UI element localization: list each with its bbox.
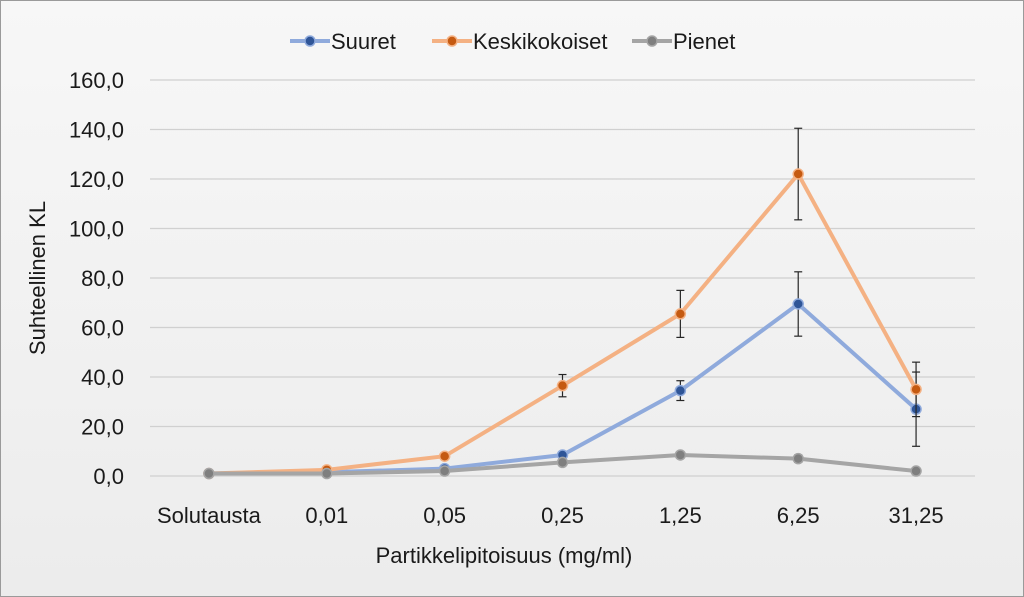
data-point	[438, 465, 451, 477]
series-group	[203, 127, 922, 480]
data-point	[321, 467, 333, 480]
y-tick-label: 160,0	[69, 68, 124, 93]
y-tick-label: 40,0	[81, 365, 124, 390]
data-point	[203, 467, 215, 480]
data-point	[674, 449, 687, 461]
x-tick-label: 0,01	[305, 503, 348, 528]
y-tick-label: 100,0	[69, 217, 124, 242]
legend-swatch-marker	[304, 35, 316, 47]
data-point	[556, 456, 569, 469]
x-tick-label: Solutausta	[157, 503, 262, 528]
x-tick-label: 6,25	[777, 503, 820, 528]
x-axis-title: Partikkelipitoisuus (mg/ml)	[376, 543, 633, 568]
data-point	[792, 168, 804, 180]
legend-label: Pienet	[673, 29, 735, 54]
data-point	[674, 384, 687, 397]
data-point	[792, 298, 804, 310]
y-tick-label: 0,0	[93, 464, 124, 489]
data-point	[674, 308, 687, 320]
x-tick-label: 1,25	[659, 503, 702, 528]
legend-label: Suuret	[331, 29, 396, 54]
gridlines	[150, 79, 975, 477]
y-axis-title: Suhteellinen KL	[25, 201, 50, 355]
data-point	[910, 465, 922, 477]
legend-item: Keskikokoiset	[432, 29, 608, 54]
data-point	[438, 450, 451, 462]
y-tick-label: 120,0	[69, 167, 124, 192]
data-point	[792, 452, 804, 465]
data-point	[556, 379, 569, 392]
y-tick-label: 20,0	[81, 415, 124, 440]
legend-item: Suuret	[290, 29, 396, 54]
y-tick-label: 60,0	[81, 316, 124, 341]
legend: Suuret Keskikokoiset Pienet	[290, 29, 735, 54]
x-tick-label: 31,25	[889, 503, 944, 528]
series-2	[203, 449, 922, 480]
x-tick-labels: Solutausta 0,01 0,05 0,25 1,25 6,25 31,25	[157, 503, 944, 528]
y-tick-label: 80,0	[81, 266, 124, 291]
legend-swatch-marker	[646, 35, 658, 47]
legend-item: Pienet	[632, 29, 735, 54]
x-tick-label: 0,25	[541, 503, 584, 528]
legend-label: Keskikokoiset	[473, 29, 608, 54]
y-tick-label: 140,0	[69, 118, 124, 143]
legend-swatch-marker	[446, 35, 458, 47]
data-point	[910, 383, 922, 396]
y-tick-labels: 0,0 20,0 40,0 60,0 80,0 100,0 120,0 140,0 160,0	[69, 68, 124, 489]
series-line	[206, 172, 919, 476]
x-tick-label: 0,05	[423, 503, 466, 528]
